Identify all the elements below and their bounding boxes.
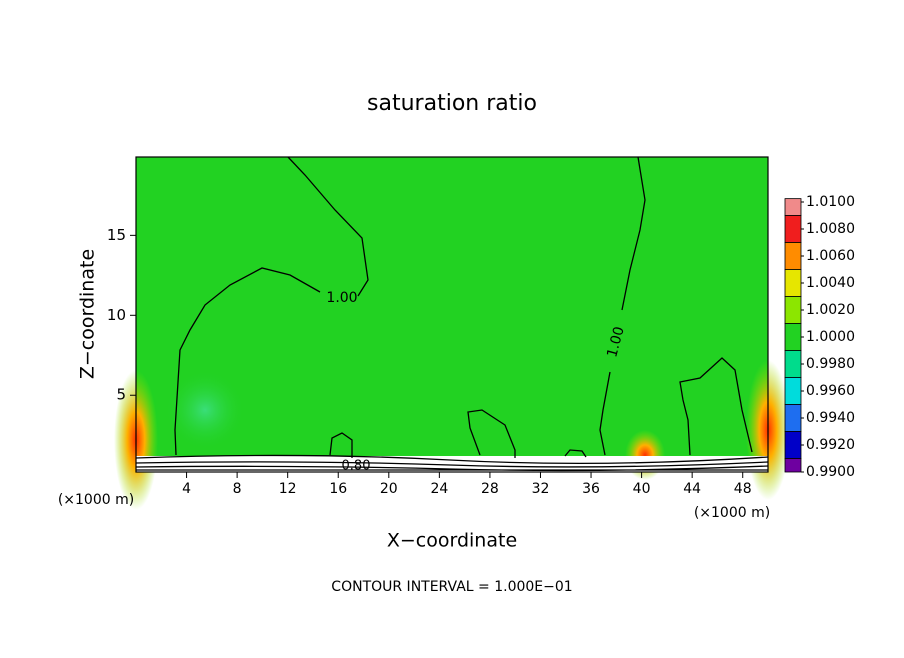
colorbar-label: 1.0060 xyxy=(806,248,855,264)
footer: CONTOUR INTERVAL = 1.000E−01 xyxy=(331,579,572,595)
colorbar-band xyxy=(784,269,802,297)
contour-label: 1.00 xyxy=(604,325,628,359)
x-tick-label: 4 xyxy=(182,481,191,497)
x-tick-label: 16 xyxy=(329,481,347,497)
contour-line xyxy=(174,156,369,456)
x-tick-label: 12 xyxy=(279,481,297,497)
colorbar-label: 0.9980 xyxy=(806,356,855,372)
y-tick-label: 15 xyxy=(107,226,126,244)
colorbar-band xyxy=(784,242,802,270)
x-tick-label: 44 xyxy=(683,481,701,497)
ground-strip xyxy=(136,456,768,472)
contours: 1.00 1.00 0.80 xyxy=(114,156,790,510)
contour-line xyxy=(564,449,587,458)
x-tick-label: 48 xyxy=(734,481,752,497)
colorbar-band xyxy=(784,458,802,473)
colorbar-band xyxy=(784,198,802,216)
colorbar-label: 0.9940 xyxy=(806,410,855,426)
plot-frame xyxy=(135,156,769,473)
colorbar-band xyxy=(784,215,802,243)
contour-line xyxy=(135,454,769,472)
colorbar-label: 1.0100 xyxy=(806,194,855,210)
y-tick-label: 10 xyxy=(107,306,126,324)
x-unit-label: (×1000 m) xyxy=(58,492,134,508)
chart-title: saturation ratio xyxy=(367,91,537,116)
colorbar-band xyxy=(784,323,802,351)
contour-label: 0.80 xyxy=(342,459,371,474)
colorbar-label: 1.0020 xyxy=(806,302,855,318)
y-tick-label: 5 xyxy=(116,386,126,404)
x-axis-label: X−coordinate xyxy=(387,530,517,552)
colorbar-label: 0.9920 xyxy=(806,437,855,453)
contour-line xyxy=(679,357,753,456)
x-tick-label: 32 xyxy=(532,481,550,497)
x-tick-label: 20 xyxy=(380,481,398,497)
colorbar-band xyxy=(784,350,802,378)
x-tick-label: 36 xyxy=(582,481,600,497)
contour-label: 1.00 xyxy=(326,290,357,306)
colorbar-label: 1.0000 xyxy=(806,329,855,345)
colorbar-band xyxy=(784,377,802,405)
colorbar-band xyxy=(784,296,802,324)
field-blob xyxy=(165,370,245,450)
contour-line xyxy=(599,156,646,456)
y-axis-label: Z−coordinate xyxy=(77,249,99,379)
x-tick-label: 40 xyxy=(633,481,651,497)
colorbar-label: 0.9960 xyxy=(806,383,855,399)
colorbar-band xyxy=(784,431,802,459)
colorbar-label: 0.9900 xyxy=(806,464,855,480)
x-tick-label: 28 xyxy=(481,481,499,497)
contour-line xyxy=(467,409,516,458)
colorbar-band xyxy=(784,404,802,432)
x-tick-label: 24 xyxy=(430,481,448,497)
colorbar-label: 1.0080 xyxy=(806,221,855,237)
x-tick-label: 8 xyxy=(233,481,242,497)
contour-line xyxy=(329,432,353,458)
colorbar-label: 1.0040 xyxy=(806,275,855,291)
x-unit-label: (×1000 m) xyxy=(694,505,770,521)
